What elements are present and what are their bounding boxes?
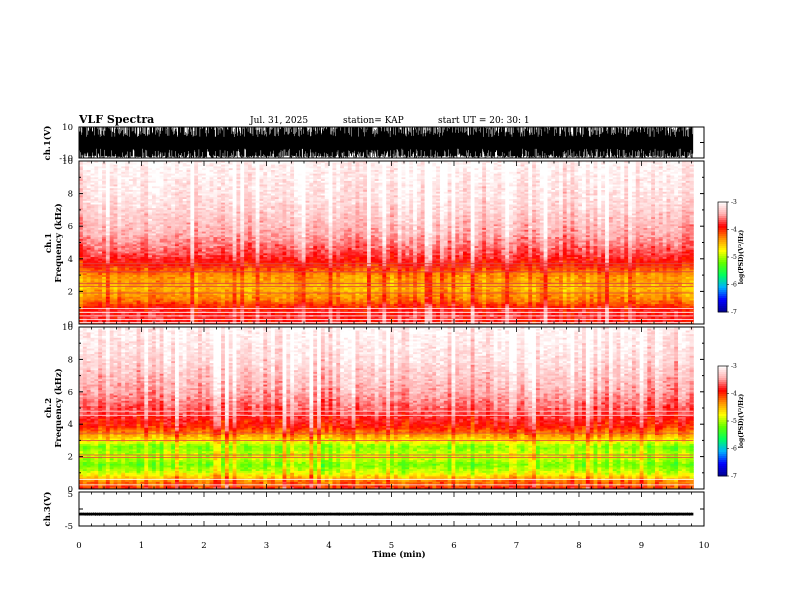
start-time-label: start UT = 20: 30: 1: [438, 116, 530, 126]
vlf-figure: VLF Spectra Jul. 31, 2025 station= KAP s…: [0, 0, 792, 612]
ch1-waveform-trace: [79, 127, 693, 158]
ch1-spectrogram-image: [79, 161, 704, 324]
date-label: Jul. 31, 2025: [249, 116, 308, 126]
ch1-ytick-top: 10: [62, 123, 73, 133]
station-label: station= KAP: [343, 116, 404, 126]
ch1-waveform-ylabel: ch.1(V): [42, 126, 53, 161]
ch1-signal-line: [79, 127, 693, 158]
figure-title: VLF Spectra: [78, 113, 154, 126]
